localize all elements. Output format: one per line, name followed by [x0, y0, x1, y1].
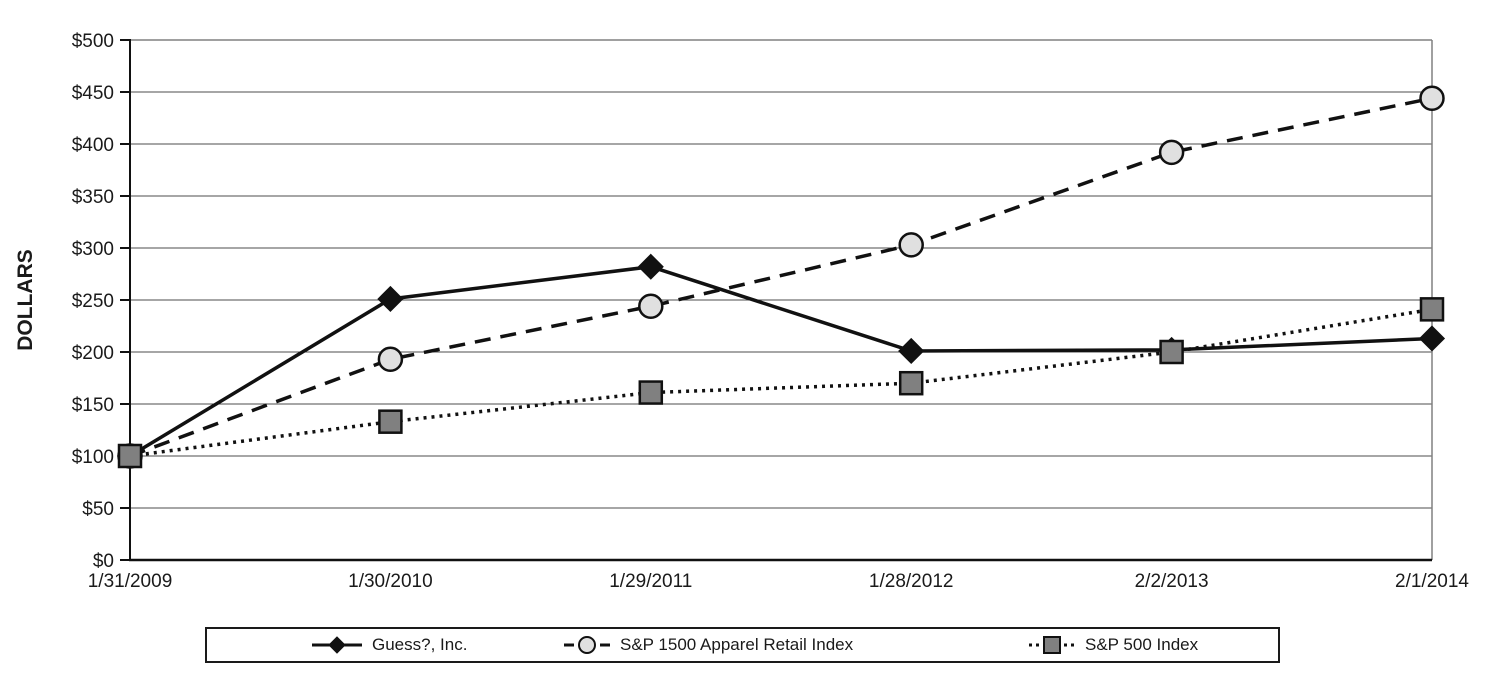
x-tick-label: 2/2/2013	[1135, 571, 1209, 592]
legend-sample-dashed-circle	[564, 636, 610, 654]
data-point-marker-1	[638, 293, 664, 319]
data-point-marker-2	[898, 370, 924, 396]
data-point-marker-0	[1418, 325, 1446, 352]
data-point-marker-2	[1419, 297, 1445, 322]
series-line-2	[129, 307, 1433, 458]
data-point-marker-1	[1158, 139, 1185, 166]
y-axis-title: DOLLARS	[14, 249, 37, 351]
series-line-0	[129, 264, 1433, 458]
y-tick-label: $150	[72, 395, 114, 416]
data-point-marker-1	[377, 346, 404, 373]
data-point-marker-2	[378, 409, 403, 434]
data-point-marker-1	[898, 232, 924, 258]
x-tick-label: 1/29/2011	[609, 571, 692, 592]
series-line-1	[129, 96, 1433, 458]
x-tick-label: 1/30/2010	[348, 571, 433, 592]
circle-marker-icon	[578, 636, 596, 654]
legend-item-sp500: S&P 500 Index	[1027, 629, 1198, 661]
legend-item-guess-inc: Guess?, Inc.	[310, 629, 467, 661]
legend-item-sp1500-apparel: S&P 1500 Apparel Retail Index	[562, 629, 853, 661]
square-marker-icon	[1043, 636, 1061, 654]
x-tick-label: 2/1/2014	[1395, 571, 1469, 592]
data-point-marker-0	[377, 285, 404, 313]
x-tick-label: 1/28/2012	[869, 571, 954, 592]
y-tick-label: $350	[72, 187, 114, 208]
diamond-marker-icon	[328, 636, 346, 654]
y-tick-label: $200	[72, 343, 114, 364]
legend-label-sp1500-apparel: S&P 1500 Apparel Retail Index	[620, 635, 854, 654]
y-tick-label: $500	[72, 31, 114, 52]
data-point-marker-0	[898, 337, 925, 365]
y-tick-label: $50	[82, 499, 114, 520]
data-point-marker-1	[1419, 85, 1445, 111]
y-tick-label: $450	[72, 83, 114, 104]
y-tick-label: $0	[93, 551, 114, 572]
y-tick-label: $100	[72, 447, 114, 468]
x-tick-label: 1/31/2009	[88, 571, 173, 592]
y-tick-label: $400	[72, 135, 114, 156]
legend-sample-solid-diamond	[312, 636, 362, 654]
legend-sample-dotted-square	[1029, 636, 1075, 654]
y-tick-label: $300	[72, 239, 114, 260]
data-point-marker-2	[1159, 339, 1184, 365]
data-point-marker-2	[117, 443, 143, 469]
y-tick-label: $250	[72, 291, 114, 312]
legend-label-sp500: S&P 500 Index	[1085, 635, 1199, 654]
data-point-marker-0	[637, 253, 664, 280]
data-point-marker-2	[638, 380, 664, 405]
legend-label-guess-inc: Guess?, Inc.	[372, 635, 468, 654]
legend: Guess?, Inc. S&P 1500 Apparel Retail Ind…	[205, 627, 1280, 663]
